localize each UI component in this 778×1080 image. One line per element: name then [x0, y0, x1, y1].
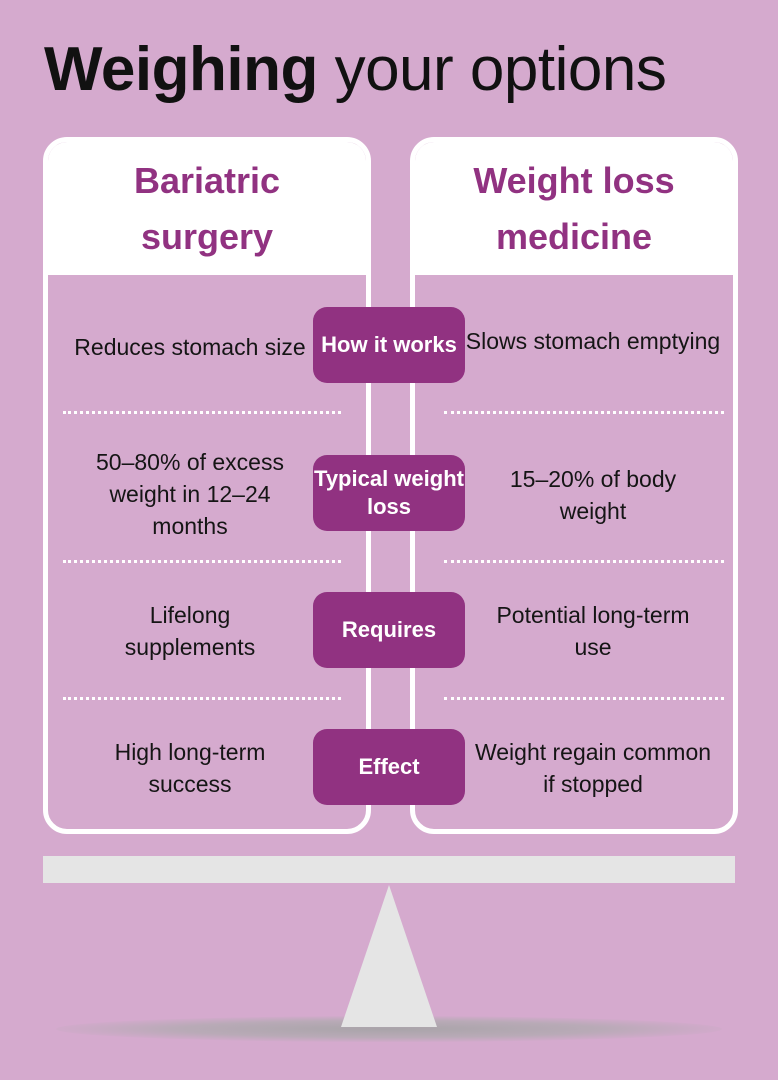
row-divider [444, 560, 724, 563]
column-heading-left: Bariatric surgery [133, 159, 281, 257]
row-how-it-works-left: Reduces stomach size [74, 334, 306, 360]
card-header-right: Weight loss medicine [415, 142, 733, 275]
row-divider [63, 560, 341, 563]
row-label-requires: Requires [313, 592, 465, 668]
scale-beam [43, 856, 735, 883]
balance-scale-icon [341, 885, 437, 1027]
row-requires-left: Lifelong supplements [124, 602, 256, 660]
page-title: Weighing your options [44, 30, 667, 110]
row-requires-right: Potential long-term use [496, 602, 690, 660]
card-header-left: Bariatric surgery [48, 142, 366, 275]
column-heading-right: Weight loss medicine [473, 159, 675, 257]
row-divider [63, 697, 341, 700]
row-label-typical-weight-loss: Typical weight loss [313, 455, 465, 531]
row-effect-right: Weight regain common if stopped [474, 739, 712, 797]
row-divider [444, 697, 724, 700]
row-divider [444, 411, 724, 414]
row-how-it-works-right: Slows stomach emptying [465, 328, 721, 354]
title-rest: your options [334, 35, 667, 104]
row-divider [63, 411, 341, 414]
row-typical-weight-loss-left: 50–80% of excess weight in 12–24 months [96, 449, 284, 539]
row-effect-left: High long-term success [114, 739, 266, 797]
row-label-effect: Effect [313, 729, 465, 805]
title-bold: Weighing [44, 35, 318, 104]
row-label-how-it-works: How it works [313, 307, 465, 383]
row-typical-weight-loss-right: 15–20% of body weight [509, 466, 677, 524]
